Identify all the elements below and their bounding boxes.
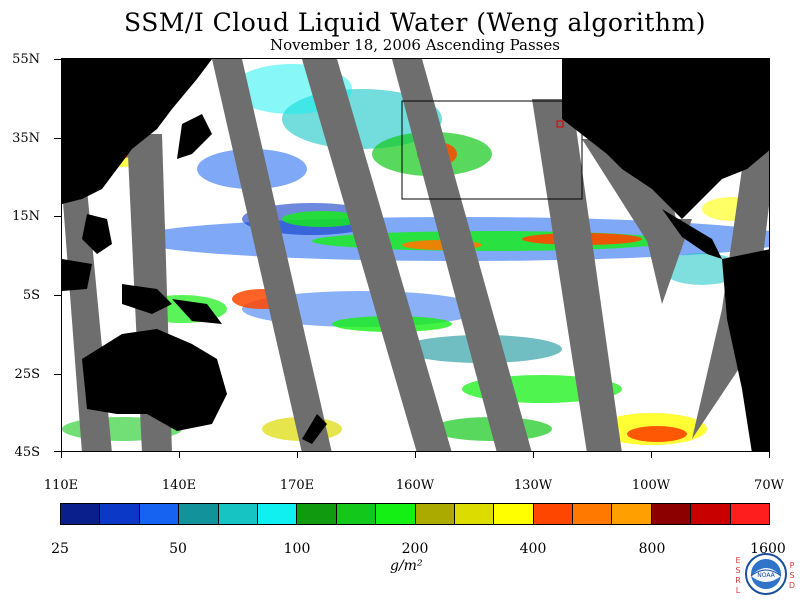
lat-tick — [54, 59, 61, 60]
lon-label-70w: 70W — [754, 478, 784, 493]
colorbar-segment-7 — [336, 504, 377, 524]
colorbar-segment-12 — [533, 504, 574, 524]
colorbar-segment-13 — [573, 504, 613, 524]
land-masses — [62, 59, 769, 451]
lat-label-5s: 5S — [22, 288, 40, 303]
lat-tick — [54, 451, 61, 452]
colorbar-segment-0 — [61, 504, 101, 524]
colorbar-segment-16 — [691, 504, 731, 524]
lat-label-45s: 45S — [14, 445, 40, 460]
chart-subtitle: November 18, 2006 Ascending Passes — [270, 36, 560, 54]
color-scale-bar — [60, 503, 770, 525]
lat-label-55n: 55N — [12, 52, 40, 67]
colorbar-label-100: 100 — [283, 541, 311, 557]
logo-letters-left: E S R L — [735, 556, 741, 595]
colorbar-segment-4 — [218, 504, 258, 524]
lon-label-110e: 110E — [43, 478, 79, 493]
cloud-water-map — [61, 58, 770, 452]
lon-tick — [415, 452, 416, 458]
map-svg — [62, 59, 769, 451]
lon-label-160w: 160W — [395, 478, 435, 493]
colorbar-segment-14 — [612, 504, 652, 524]
svg-text:NOAA: NOAA — [757, 572, 775, 579]
lon-tick — [769, 452, 770, 458]
logo-letters-right: P S D — [788, 561, 796, 590]
lon-tick — [61, 452, 62, 458]
colorbar-segment-10 — [454, 504, 495, 524]
colorbar-segment-9 — [415, 504, 455, 524]
lon-tick — [297, 452, 298, 458]
marker-square — [556, 120, 564, 128]
colorbar-segment-3 — [179, 504, 219, 524]
lat-tick — [54, 216, 61, 217]
colorbar-segment-17 — [730, 504, 770, 524]
lat-label-35n: 35N — [12, 131, 40, 146]
colorbar-segment-6 — [297, 504, 337, 524]
lon-label-100w: 100W — [631, 478, 671, 493]
lon-tick — [533, 452, 534, 458]
colorbar-label-1600: 1600 — [750, 541, 786, 557]
colorbar-segment-15 — [651, 504, 692, 524]
colorbar-segment-8 — [376, 504, 416, 524]
lat-tick — [54, 374, 61, 375]
colorbar-segment-11 — [494, 504, 534, 524]
analysis-region-box — [401, 100, 583, 200]
colorbar-segment-5 — [257, 504, 298, 524]
lat-tick — [54, 138, 61, 139]
lon-label-140e: 140E — [161, 478, 197, 493]
colorbar-label-800: 800 — [638, 541, 666, 557]
lon-label-130w: 130W — [513, 478, 553, 493]
lon-label-170e: 170E — [279, 478, 315, 493]
colorbar-label-400: 400 — [519, 541, 547, 557]
colorbar-label-50: 50 — [169, 541, 187, 557]
colorbar-segment-2 — [139, 504, 180, 524]
colorbar-segment-1 — [100, 504, 140, 524]
colorbar-label-200: 200 — [401, 541, 429, 557]
lon-tick — [179, 452, 180, 458]
lat-tick — [54, 295, 61, 296]
colorbar-units: g/m² — [390, 558, 423, 574]
noaa-esrl-psd-logo: E S R L NOAA P S D — [734, 552, 796, 596]
lon-tick — [651, 452, 652, 458]
lat-label-25s: 25S — [14, 367, 40, 382]
noaa-emblem-icon: NOAA — [745, 553, 787, 595]
chart-title: SSM/I Cloud Liquid Water (Weng algorithm… — [124, 8, 706, 37]
lat-label-15n: 15N — [12, 209, 40, 224]
colorbar-label-25: 25 — [51, 541, 69, 557]
